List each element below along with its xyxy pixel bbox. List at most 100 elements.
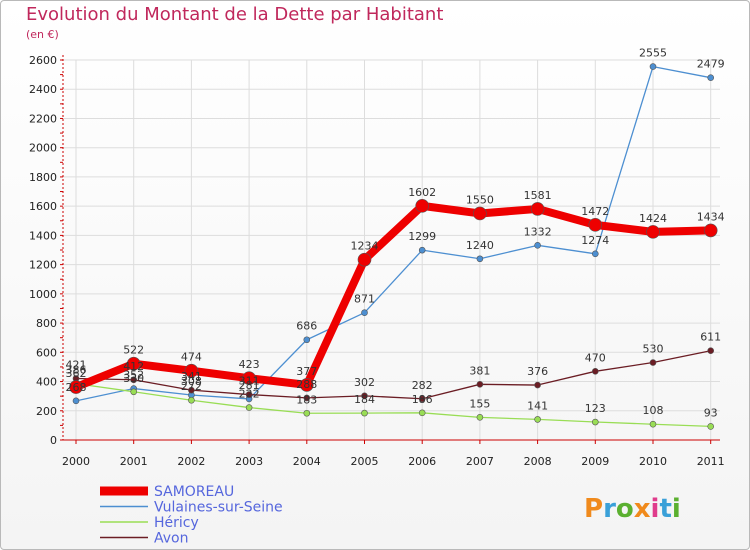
x-tick-label: 2002 [177, 455, 205, 468]
chart-title: Evolution du Montant de la Dette par Hab… [26, 4, 444, 25]
y-tick-label: 2000 [29, 142, 57, 155]
data-point-h-ricy [591, 418, 599, 426]
data-label-h-ricy: 272 [181, 380, 202, 393]
data-point-vulaines-sur-seine [591, 250, 599, 258]
data-point-h-ricy [707, 423, 715, 430]
data-label-vulaines-sur-seine: 2479 [697, 58, 725, 71]
data-point-h-ricy [418, 409, 426, 417]
data-point-samoreau [357, 252, 372, 267]
data-point-samoreau [242, 371, 256, 385]
proxiti-logo: Proxiti [584, 494, 681, 524]
x-tick-label: 2005 [351, 455, 379, 468]
y-tick-label: 200 [36, 405, 57, 418]
y-tick-label: 2400 [29, 83, 57, 96]
data-label-samoreau: 423 [239, 358, 260, 371]
data-point-avon [303, 394, 311, 402]
data-point-h-ricy [476, 414, 484, 421]
legend-label: Vulaines-sur-Seine [154, 500, 283, 516]
legend-label: Avon [154, 531, 188, 547]
data-point-samoreau [646, 225, 660, 239]
data-label-samoreau: 522 [123, 344, 144, 357]
data-point-vulaines-sur-seine [418, 246, 426, 254]
data-point-samoreau [415, 199, 430, 213]
data-point-h-ricy [245, 404, 253, 411]
y-tick-label: 1400 [29, 229, 57, 242]
data-label-samoreau: 1602 [408, 186, 436, 199]
data-label-samoreau: 474 [181, 351, 202, 364]
x-tick-label: 2008 [524, 455, 552, 468]
x-tick-label: 2009 [581, 455, 609, 468]
x-tick-label: 2011 [697, 455, 725, 468]
grid [63, 59, 720, 441]
value-labels: 268 352 308 281 686 871 1299 1240 1332 1274 2555 24… [66, 47, 725, 420]
x-tick-label: 2006 [408, 455, 436, 468]
data-point-avon [591, 368, 599, 375]
data-point-vulaines-sur-seine [361, 309, 368, 317]
data-label-h-ricy: 155 [469, 397, 490, 410]
data-label-samoreau: 1424 [639, 212, 667, 225]
data-point-samoreau [126, 356, 141, 371]
y-tick-label: 1000 [29, 288, 57, 301]
data-point-vulaines-sur-seine [707, 74, 715, 81]
y-axis: 0 200 400 600 800 1000 1200 1400 1600 1800 2000 220… [29, 54, 64, 447]
data-label-h-ricy: 186 [412, 393, 433, 406]
x-tick-label: 2000 [62, 455, 90, 468]
data-point-h-ricy [188, 396, 195, 404]
data-label-samoreau: 1472 [581, 205, 609, 218]
data-label-vulaines-sur-seine: 352 [123, 369, 144, 382]
data-label-h-ricy: 123 [585, 402, 606, 415]
data-point-vulaines-sur-seine [303, 336, 311, 344]
data-label-h-ricy: 108 [643, 404, 664, 417]
data-label-h-ricy: 222 [239, 388, 260, 401]
data-label-samoreau: 1234 [351, 240, 379, 253]
y-tick-label: 1600 [29, 200, 57, 213]
data-point-avon [476, 381, 484, 388]
data-point-avon [188, 386, 195, 394]
data-point-h-ricy [649, 420, 657, 428]
logo-text: Proxiti [584, 494, 681, 524]
y-tick-label: 400 [36, 376, 57, 389]
data-label-vulaines-sur-seine: 686 [296, 320, 317, 333]
data-label-vulaines-sur-seine: 1332 [524, 225, 552, 238]
data-point-vulaines-sur-seine [649, 63, 657, 70]
y-tick-label: 600 [36, 346, 57, 359]
data-point-h-ricy [534, 416, 541, 423]
data-label-h-ricy: 93 [704, 406, 718, 419]
data-point-vulaines-sur-seine [72, 397, 80, 405]
data-label-avon: 376 [527, 365, 548, 378]
data-point-samoreau [473, 206, 487, 221]
x-tick-label: 2004 [293, 455, 321, 468]
y-tick-label: 1800 [29, 171, 57, 184]
data-label-vulaines-sur-seine: 1274 [581, 234, 609, 247]
data-label-h-ricy: 386 [66, 364, 87, 377]
series-group [69, 63, 718, 430]
y-tick-label: 1200 [29, 259, 57, 272]
data-label-h-ricy: 330 [123, 372, 144, 385]
y-tick-label: 2600 [29, 54, 57, 67]
data-point-avon [649, 359, 657, 366]
data-point-samoreau [530, 202, 545, 216]
data-point-samoreau [69, 380, 83, 394]
legend-label: SAMOREAU [154, 484, 234, 500]
data-label-avon: 288 [296, 378, 317, 391]
x-tick-label: 2010 [639, 455, 667, 468]
data-point-h-ricy [303, 409, 311, 417]
data-point-samoreau [588, 218, 603, 232]
series-line-samoreau [74, 201, 711, 391]
legend-label: Héricy [154, 515, 199, 531]
data-point-samoreau [184, 363, 199, 378]
data-label-h-ricy: 183 [296, 393, 317, 406]
y-tick-label: 800 [36, 317, 57, 330]
data-point-vulaines-sur-seine [534, 242, 541, 249]
data-label-vulaines-sur-seine: 871 [354, 293, 375, 306]
data-label-avon: 341 [181, 370, 202, 383]
data-label-avon: 470 [585, 351, 606, 364]
x-tick-label: 2001 [120, 455, 148, 468]
data-label-h-ricy: 141 [527, 399, 548, 412]
y-tick-label: 2200 [29, 112, 57, 125]
data-point-samoreau [703, 223, 718, 238]
x-axis: 2000 2001 2002 2003 2004 2005 2006 2007 2008 2009… [62, 439, 725, 468]
data-point-avon [534, 381, 541, 389]
